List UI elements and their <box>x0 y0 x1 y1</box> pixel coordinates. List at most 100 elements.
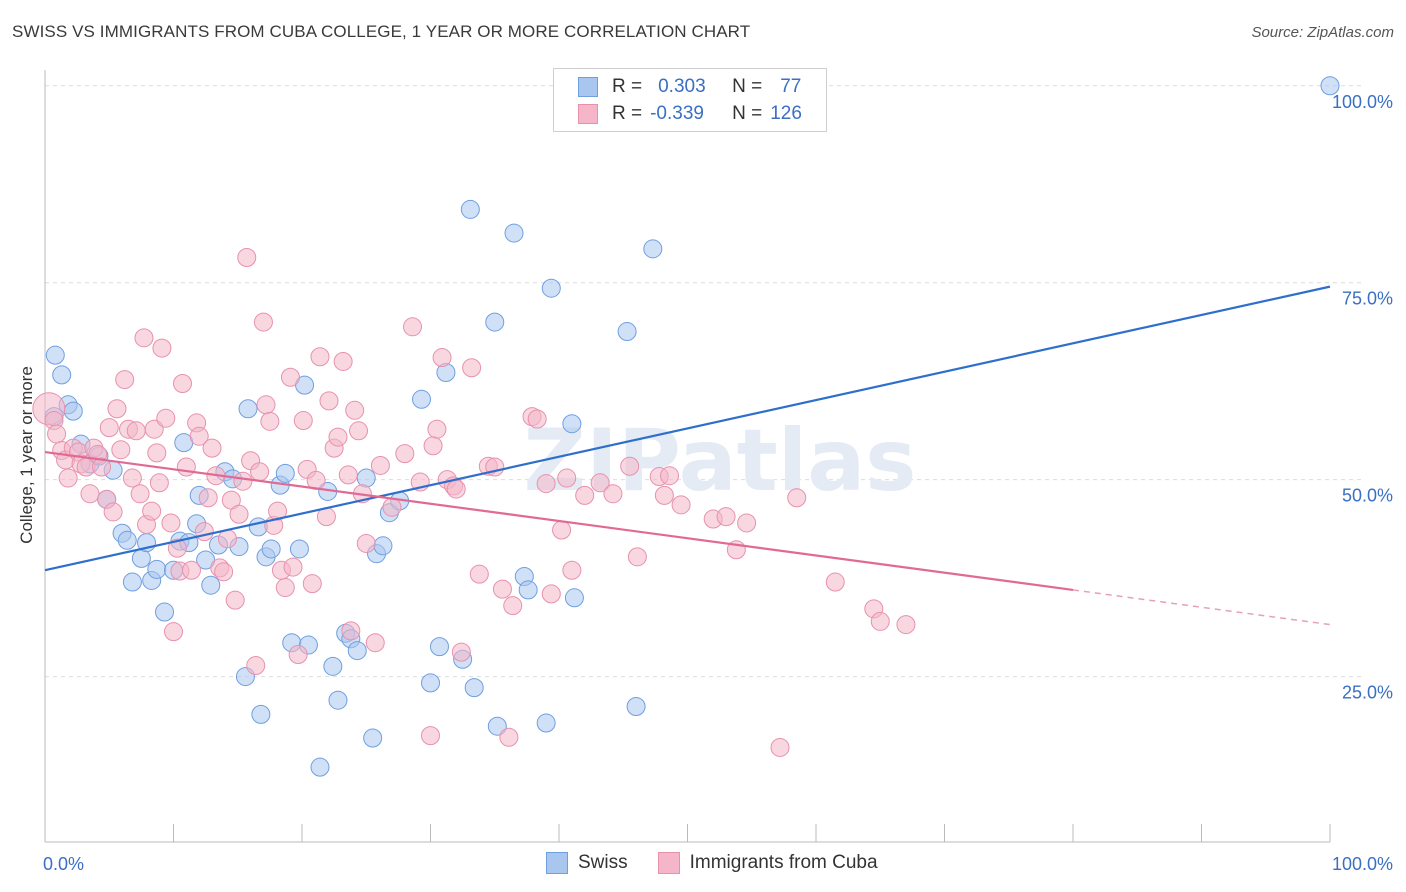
cuba-point-16 <box>103 502 123 522</box>
cuba-point-10 <box>80 484 100 504</box>
cuba-point-112 <box>603 484 623 504</box>
cuba-point-52 <box>237 247 257 267</box>
cuba-point-88 <box>421 726 440 746</box>
y-tick-label-1: 50.0% <box>1342 486 1393 506</box>
cuba-point-96 <box>462 358 482 378</box>
swiss-point-57 <box>429 637 449 657</box>
swiss-point-42 <box>310 757 330 777</box>
n-label: N = <box>732 103 763 124</box>
cuba-point-18 <box>111 440 131 460</box>
cuba-point-5 <box>58 468 78 488</box>
cuba-point-74 <box>328 427 348 447</box>
y-tick-label-3: 100.0% <box>1332 92 1393 112</box>
cuba-point-28 <box>147 443 167 463</box>
cuba-point-125 <box>825 572 845 592</box>
cuba-point-75 <box>333 351 353 371</box>
cuba-point-78 <box>345 400 365 420</box>
chart-title: SWISS VS IMMIGRANTS FROM CUBA COLLEGE, 1… <box>12 22 751 41</box>
cuba-point-27 <box>144 419 164 439</box>
cuba-point-17 <box>107 399 127 419</box>
cuba-point-95 <box>451 642 471 662</box>
cuba-point-85 <box>395 444 415 464</box>
cuba-point-107 <box>552 520 572 540</box>
cuba-swatch <box>657 852 680 874</box>
swiss-swatch <box>546 852 568 874</box>
cuba-point-2 <box>47 424 67 444</box>
x-tick-label-left: 0.0% <box>43 854 84 874</box>
cuba-point-23 <box>130 484 150 504</box>
legend-label: Swiss <box>578 852 628 873</box>
cuba-point-24 <box>134 328 154 348</box>
axes <box>44 70 1331 843</box>
swiss-point-17 <box>155 602 175 622</box>
swiss-point-39 <box>289 539 309 559</box>
cuba-trend-line <box>44 450 1074 592</box>
cuba-point-33 <box>164 622 183 642</box>
cuba-point-109 <box>562 560 582 580</box>
legend-item-swiss[interactable]: Swiss <box>546 852 628 874</box>
swiss-trend-line <box>44 285 1331 572</box>
cuba-point-30 <box>152 338 172 358</box>
cuba-point-66 <box>293 411 313 431</box>
swiss-point-48 <box>347 641 367 661</box>
cuba-point-81 <box>356 533 376 553</box>
swiss-point-62 <box>485 312 505 332</box>
r-label: R = <box>612 103 643 124</box>
cuba-point-21 <box>122 468 142 488</box>
swiss-point-66 <box>518 580 538 600</box>
cuba-point-76 <box>338 465 358 485</box>
swiss-point-44 <box>323 656 343 676</box>
cuba-point-111 <box>590 473 610 493</box>
cuba-point-91 <box>432 348 452 368</box>
swiss-point-67 <box>536 713 556 733</box>
cuba-point-37 <box>176 457 196 477</box>
swiss-point-73 <box>643 239 663 259</box>
cuba-point-64 <box>283 557 303 577</box>
swiss-point-11 <box>117 530 137 550</box>
cuba-point-13 <box>92 457 112 477</box>
swiss-point-69 <box>562 414 582 434</box>
cuba-point-68 <box>302 574 322 594</box>
cuba-point-105 <box>536 474 556 494</box>
n-value: 126 <box>770 103 802 124</box>
cuba-point-90 <box>427 419 447 439</box>
cuba-point-60 <box>268 501 288 521</box>
cuba-point-101 <box>499 727 519 747</box>
cuba-point-128 <box>896 615 916 635</box>
swiss-swatch <box>578 77 598 97</box>
cuba-point-38 <box>181 560 201 580</box>
swiss-point-52 <box>373 536 393 556</box>
cuba-trend-extension <box>1072 589 1331 626</box>
r-value: -0.339 <box>650 103 704 124</box>
tick-labels: 25.0% 50.0% 75.0% 100.0% 0.0% 100.0% <box>43 92 1393 874</box>
swiss-point-31 <box>238 399 258 419</box>
swiss-point-1 <box>45 345 65 365</box>
cuba-point-51 <box>233 471 253 491</box>
cuba-point-94 <box>446 479 466 499</box>
cuba-point-49 <box>225 590 245 610</box>
grid <box>45 85 1365 678</box>
cuba-point-122 <box>737 513 757 533</box>
cuba-point-113 <box>620 456 640 476</box>
swiss-point-68 <box>541 278 561 298</box>
swiss-point-61 <box>464 678 484 698</box>
cuba-point-54 <box>246 656 266 676</box>
legend-item-cuba[interactable]: Immigrants from Cuba <box>657 852 878 874</box>
cuba-point-55 <box>250 462 270 482</box>
cuba-point-50 <box>229 504 249 524</box>
swiss-point-60 <box>460 199 480 219</box>
r-label: R = <box>612 76 643 97</box>
stats-row-cuba: R = -0.339 N = 126 <box>578 102 802 126</box>
swiss-point-50 <box>363 728 383 748</box>
cuba-point-26 <box>142 501 162 521</box>
n-label: N = <box>732 76 763 97</box>
cuba-point-127 <box>870 611 890 631</box>
swiss-point-4 <box>63 401 83 421</box>
cuba-point-114 <box>627 547 647 567</box>
cuba-point-22 <box>126 421 146 441</box>
cuba-point-72 <box>319 391 339 411</box>
cuba-point-41 <box>194 522 214 542</box>
cuba-point-123 <box>770 737 790 757</box>
cuba-point-65 <box>288 645 308 665</box>
swiss-point-71 <box>617 322 637 342</box>
